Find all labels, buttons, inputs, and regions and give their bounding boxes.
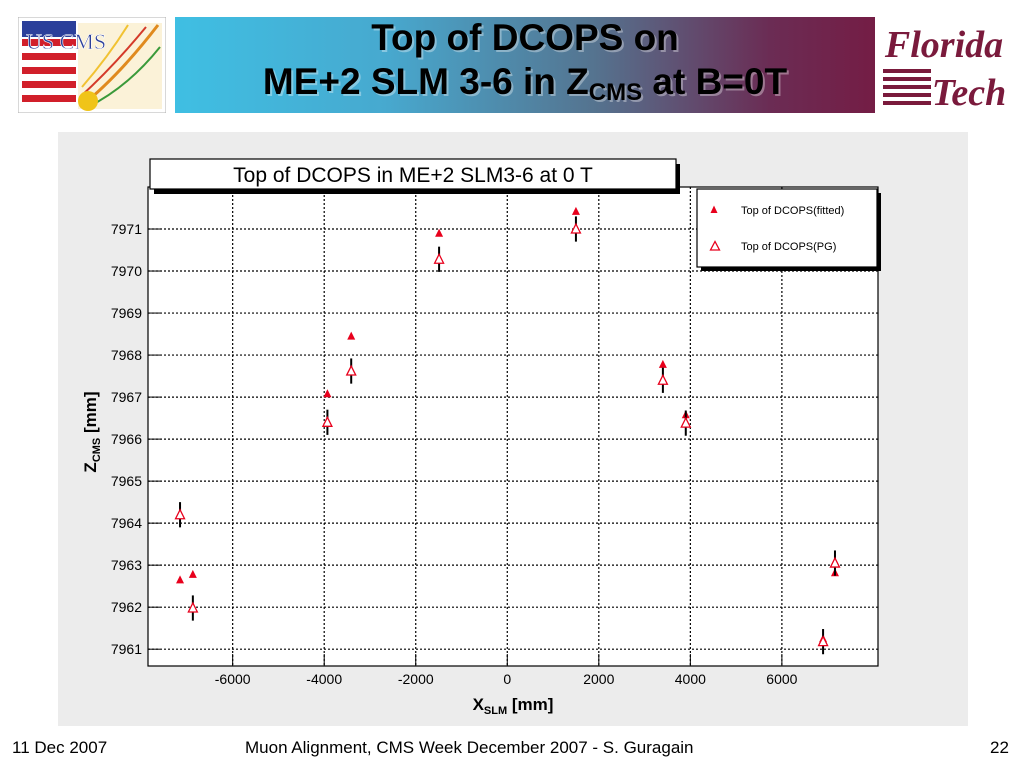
chart-title-box	[149, 158, 677, 190]
footer-center-text: Muon Alignment, CMS Week December 2007 -…	[245, 738, 694, 757]
x-axis-label-unit: [mm]	[507, 695, 553, 714]
fitted-marker	[435, 228, 444, 237]
x-axis-label-main: X	[473, 695, 485, 714]
x-tick-label: 6000	[766, 671, 797, 687]
us-cms-logo-text: US CMS	[26, 29, 106, 54]
y-tick-label: 7965	[111, 473, 142, 489]
pg-marker	[680, 416, 692, 428]
y-tick-label: 7966	[111, 431, 142, 447]
x-axis-ticks: -6000 -4000 -2000 0 2000 4000 6000	[215, 654, 798, 687]
fitted-marker	[347, 331, 356, 340]
y-tick-label: 7970	[111, 263, 142, 279]
x-axis-label: XSLM [mm]	[473, 695, 554, 717]
x-tick-label: -2000	[398, 671, 434, 687]
fitted-marker	[176, 575, 185, 584]
pg-marker	[187, 601, 199, 613]
y-tick-label: 7964	[111, 515, 142, 531]
legend-pg-marker	[709, 240, 721, 251]
footer-date: 11 Dec 2007	[12, 738, 108, 757]
pg-marker	[570, 222, 582, 234]
data-markers	[174, 206, 841, 655]
pg-marker	[817, 635, 829, 647]
y-tick-label: 7969	[111, 305, 142, 321]
pg-marker	[174, 508, 186, 520]
pg-marker	[657, 373, 669, 385]
y-tick-label: 7963	[111, 557, 142, 573]
slide-title: Top of DCOPS on ME+2 SLM 3-6 in ZCMS at …	[175, 17, 875, 113]
pg-marker	[321, 415, 333, 427]
y-axis-label: ZCMS [mm]	[81, 391, 103, 472]
legend-fitted-marker	[710, 205, 718, 213]
title-line-2-text: ME+2 SLM 3-6 in Z	[262, 60, 589, 102]
florida-tech-logo-line2: Tech	[932, 72, 1007, 113]
slide-number: 22	[990, 738, 1009, 757]
y-axis-label-sub: CMS	[91, 438, 103, 462]
us-cms-logo: US CMS	[18, 17, 166, 113]
title-subscript: CMS	[588, 78, 643, 106]
x-tick-label: 0	[503, 671, 511, 687]
x-tick-label: -4000	[306, 671, 342, 687]
dcops-chart: 7961 7962 7963 7964 7965 7966 7967 7968 7969 7970…	[81, 158, 881, 717]
fitted-marker	[571, 206, 580, 215]
title-line-2-suffix: at B=0T	[642, 60, 788, 102]
x-axis-label-sub: SLM	[484, 705, 507, 717]
y-axis-label-unit: [mm]	[81, 391, 100, 437]
pg-marker	[433, 252, 445, 264]
fitted-marker	[188, 569, 197, 578]
y-tick-label: 7961	[111, 641, 142, 657]
title-banner	[175, 17, 875, 113]
y-tick-label: 7967	[111, 389, 142, 405]
legend-fitted-label: Top of DCOPS(fitted)	[741, 205, 844, 217]
fitted-marker	[323, 389, 332, 398]
y-axis-ticks: 7961 7962 7963 7964 7965 7966 7967 7968 7969 7970…	[111, 221, 160, 657]
y-tick-label: 7968	[111, 347, 142, 363]
y-tick-label: 7971	[111, 221, 142, 237]
x-tick-label: 4000	[675, 671, 706, 687]
y-axis-label-main: Z	[81, 462, 100, 472]
legend-box	[696, 188, 878, 268]
grid-lines	[148, 187, 878, 666]
title-line-2: ME+2 SLM 3-6 in ZCMS at B=0T	[263, 60, 787, 115]
pg-marker	[345, 364, 357, 376]
legend-pg-label: Top of DCOPS(PG)	[741, 241, 836, 253]
y-tick-label: 7962	[111, 599, 142, 615]
chart-title: Top of DCOPS in ME+2 SLM3-6 at 0 T	[233, 164, 593, 187]
x-tick-label: -6000	[215, 671, 251, 687]
x-tick-label: 2000	[583, 671, 614, 687]
florida-tech-logo-line1: Florida	[884, 24, 1003, 66]
pg-marker	[829, 556, 841, 568]
fitted-marker	[658, 359, 667, 368]
title-line-1: Top of DCOPS on	[371, 16, 679, 58]
florida-tech-logo: Florida Tech	[880, 17, 1008, 113]
